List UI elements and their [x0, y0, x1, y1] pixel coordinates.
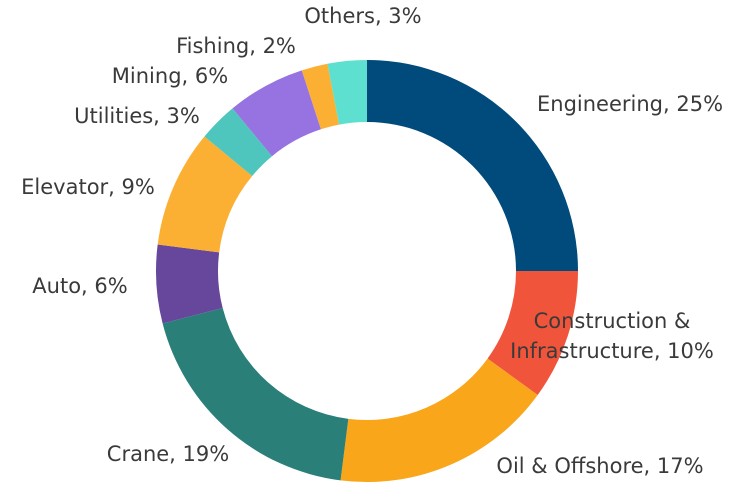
donut-segment	[162, 308, 349, 481]
segment-label: Utilities, 3%	[74, 104, 200, 128]
segment-label: Oil & Offshore, 17%	[496, 454, 703, 478]
segment-label: Elevator, 9%	[21, 175, 155, 199]
segment-label: Infrastructure, 10%	[510, 339, 714, 363]
donut-segment	[327, 60, 367, 125]
donut-segment	[232, 70, 321, 157]
segment-label: Construction &	[534, 309, 691, 333]
donut-segment	[301, 63, 340, 130]
donut-segment	[340, 358, 538, 482]
donut-segment	[156, 244, 223, 324]
segment-label: Mining, 6%	[112, 64, 228, 88]
segment-label: Fishing, 2%	[176, 34, 296, 58]
segment-label: Crane, 19%	[107, 442, 229, 466]
donut-segment	[157, 136, 253, 253]
donut-segment	[367, 60, 578, 271]
segment-label: Others, 3%	[304, 4, 421, 28]
donut-segment	[204, 108, 273, 177]
donut-segment	[487, 271, 578, 396]
segment-label: Auto, 6%	[32, 274, 127, 298]
segment-label: Engineering, 25%	[537, 92, 723, 116]
